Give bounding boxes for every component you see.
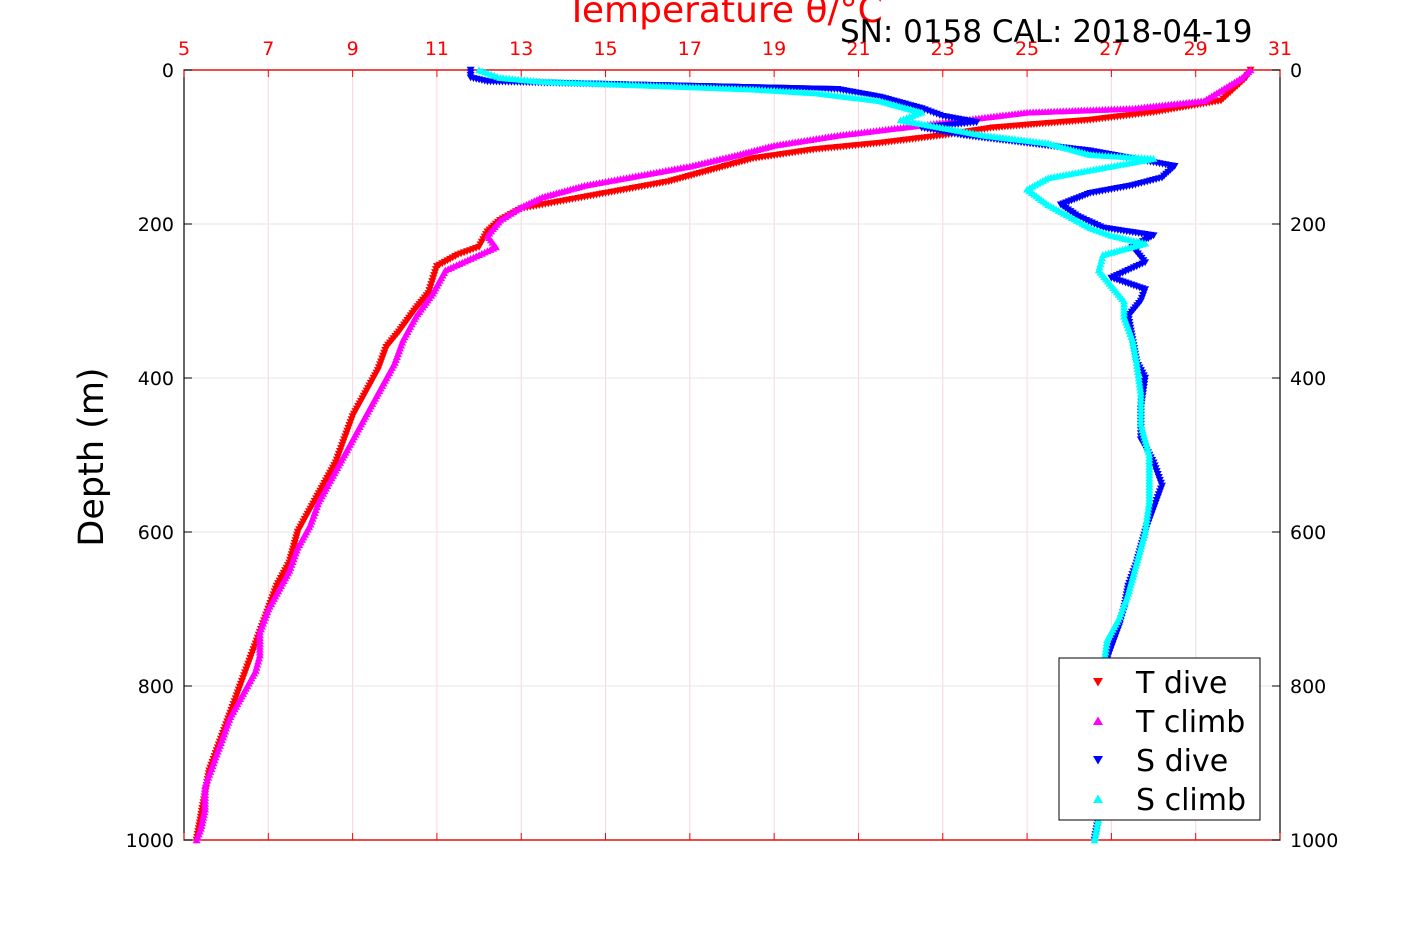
legend-marker (1093, 716, 1103, 725)
data-point (1135, 380, 1144, 388)
data-point (1092, 827, 1101, 835)
data-point (1129, 341, 1138, 349)
x-tick-label: 25 (1015, 38, 1039, 60)
chart-subtitle: SN: 0158 CAL: 2018-04-19 (840, 14, 1253, 50)
y-tick-label-left: 400 (138, 368, 174, 390)
x-tick-label: 19 (762, 38, 786, 60)
data-point (192, 836, 201, 844)
data-point (1131, 353, 1140, 361)
data-point (1136, 386, 1145, 394)
series-s-climb (475, 66, 1158, 844)
x-tick-label: 21 (846, 38, 870, 60)
data-point (1143, 513, 1152, 520)
legend-label: T dive (1135, 666, 1227, 701)
data-point (1133, 362, 1142, 369)
data-point (1145, 497, 1154, 505)
x-tick-label: 5 (178, 38, 190, 60)
y-tick-label-left: 1000 (126, 830, 174, 852)
y-tick-label-right: 800 (1290, 676, 1326, 698)
x-tick-label: 13 (509, 38, 533, 60)
y-tick-label-right: 600 (1290, 522, 1326, 544)
data-point (1144, 506, 1153, 514)
x-tick-label: 17 (678, 38, 702, 60)
data-series (192, 66, 1255, 844)
data-point (199, 811, 208, 818)
data-point (1134, 374, 1143, 382)
data-point (198, 819, 207, 827)
data-point (197, 822, 206, 829)
x-tick-label: 31 (1268, 38, 1292, 60)
data-point (1092, 824, 1101, 832)
data-point (1141, 522, 1150, 530)
data-point (1142, 516, 1151, 523)
x-tick-label: 9 (347, 38, 359, 60)
data-point (1142, 519, 1151, 526)
x-tick-label: 11 (425, 38, 449, 60)
data-point (1130, 347, 1139, 355)
y-tick-label-left: 200 (138, 214, 174, 236)
data-point (1102, 639, 1111, 647)
legend-marker (1093, 794, 1103, 803)
data-point (1144, 503, 1153, 511)
data-point (1143, 509, 1152, 517)
x-tick-label: 29 (1184, 38, 1208, 60)
y-tick-label-left: 0 (162, 60, 174, 82)
data-point (1136, 383, 1145, 391)
legend-label: S dive (1136, 744, 1228, 779)
data-point (1128, 335, 1137, 343)
data-point (1102, 642, 1111, 650)
data-point (1103, 636, 1112, 643)
data-point (1091, 833, 1100, 841)
data-point (201, 805, 210, 813)
legend-marker (1093, 756, 1103, 765)
data-point (199, 813, 208, 821)
y-tick-label-right: 200 (1290, 214, 1326, 236)
legend: T dive T climb S dive S climb (1058, 657, 1261, 821)
legend-box (1058, 657, 1261, 821)
data-point (1141, 525, 1150, 533)
data-point (1101, 645, 1110, 653)
data-point (1144, 500, 1153, 508)
data-point (1093, 819, 1102, 826)
y-tick-label-left: 800 (138, 676, 174, 698)
data-point (1090, 836, 1099, 844)
y-tick-label-left: 600 (138, 522, 174, 544)
y-tick-label-right: 1000 (1290, 830, 1338, 852)
data-point (1128, 338, 1137, 346)
x-tick-label: 27 (1099, 38, 1123, 60)
data-point (1132, 356, 1141, 363)
data-point (1093, 821, 1102, 829)
y-tick-label-right: 400 (1290, 368, 1326, 390)
x-tick-label: 23 (931, 38, 955, 60)
data-point (1133, 365, 1142, 372)
data-point (1091, 830, 1100, 838)
y-axis-label: Depth (m) (72, 367, 112, 546)
legend-label: T climb (1135, 705, 1245, 740)
data-point (1134, 371, 1143, 379)
legend-label: S climb (1136, 783, 1246, 818)
data-point (200, 808, 209, 816)
data-point (1130, 344, 1139, 352)
data-point (1131, 350, 1140, 358)
data-point (1101, 651, 1110, 659)
chart-title: Temperature θ/°C (565, 0, 883, 31)
data-point (1135, 377, 1144, 385)
data-point (1132, 359, 1141, 366)
x-tick-label: 7 (262, 38, 274, 60)
legend-marker (1093, 678, 1103, 687)
data-point (198, 816, 207, 824)
y-tick-label-right: 0 (1290, 60, 1302, 82)
data-point (1133, 368, 1142, 376)
x-tick-label: 15 (593, 38, 617, 60)
data-point (1101, 648, 1110, 656)
